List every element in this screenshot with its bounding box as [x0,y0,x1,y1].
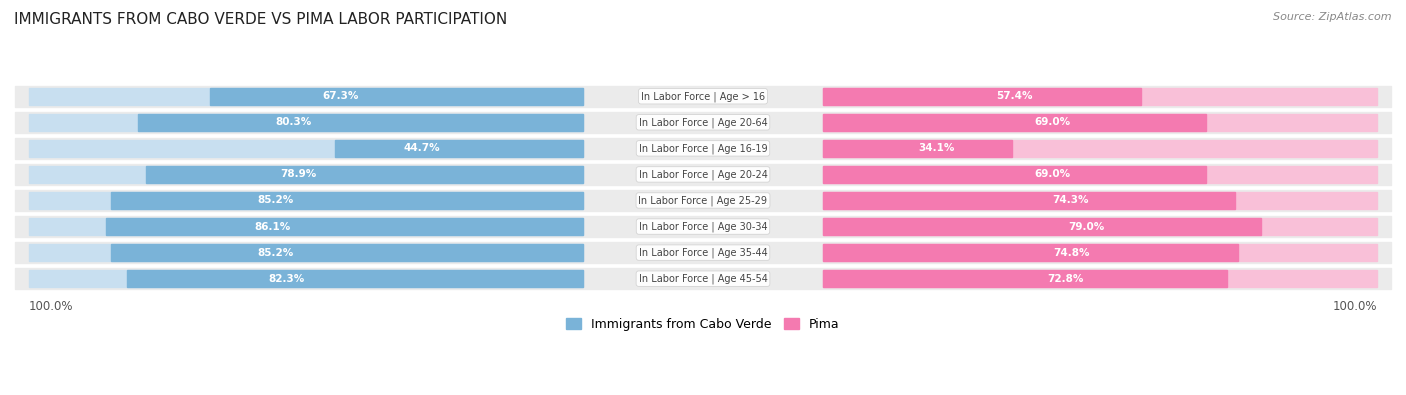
Text: In Labor Force | Age 45-54: In Labor Force | Age 45-54 [638,273,768,284]
Text: 72.8%: 72.8% [1047,274,1084,284]
Bar [15,86,1391,107]
Bar [824,270,1378,287]
Text: 85.2%: 85.2% [257,196,294,205]
Bar [28,244,582,261]
Bar [824,88,1378,105]
Bar [824,244,1378,261]
Bar [824,192,1234,209]
Bar [111,244,582,261]
Bar [15,190,1391,211]
Bar [28,192,582,209]
Bar [824,192,1378,209]
Text: 100.0%: 100.0% [28,299,73,312]
Bar [824,270,1226,287]
Text: 86.1%: 86.1% [254,222,291,231]
Text: In Labor Force | Age 30-34: In Labor Force | Age 30-34 [638,221,768,232]
Bar [824,140,1378,157]
Bar [28,140,582,157]
Text: 74.3%: 74.3% [1052,196,1088,205]
Text: 78.9%: 78.9% [280,169,316,179]
Text: 79.0%: 79.0% [1067,222,1104,231]
Bar [15,268,1391,290]
Text: In Labor Force | Age > 16: In Labor Force | Age > 16 [641,91,765,102]
Text: 34.1%: 34.1% [918,143,955,153]
Bar [824,88,1142,105]
Text: 69.0%: 69.0% [1035,117,1071,127]
Bar [28,114,582,131]
Bar [105,218,582,235]
Bar [28,270,582,287]
Bar [824,140,1012,157]
Text: In Labor Force | Age 20-64: In Labor Force | Age 20-64 [638,117,768,128]
Bar [824,114,1378,131]
Bar [127,270,582,287]
Text: In Labor Force | Age 20-24: In Labor Force | Age 20-24 [638,169,768,180]
Bar [335,140,582,157]
Bar [824,244,1237,261]
Bar [824,218,1378,235]
Text: In Labor Force | Age 35-44: In Labor Force | Age 35-44 [638,247,768,258]
Text: 69.0%: 69.0% [1035,169,1071,179]
Bar [824,218,1261,235]
Bar [28,218,582,235]
Text: 67.3%: 67.3% [322,91,359,101]
Text: 57.4%: 57.4% [995,91,1032,101]
Text: 74.8%: 74.8% [1053,248,1090,258]
Bar [138,114,582,131]
Bar [15,138,1391,159]
Bar [824,166,1205,183]
Text: In Labor Force | Age 16-19: In Labor Force | Age 16-19 [638,143,768,154]
Bar [111,192,582,209]
Bar [28,166,582,183]
Bar [15,164,1391,185]
Legend: Immigrants from Cabo Verde, Pima: Immigrants from Cabo Verde, Pima [561,313,845,336]
Bar [15,216,1391,237]
Bar [824,166,1378,183]
Text: IMMIGRANTS FROM CABO VERDE VS PIMA LABOR PARTICIPATION: IMMIGRANTS FROM CABO VERDE VS PIMA LABOR… [14,12,508,27]
Text: Source: ZipAtlas.com: Source: ZipAtlas.com [1274,12,1392,22]
Text: 85.2%: 85.2% [257,248,294,258]
Bar [209,88,582,105]
Bar [28,88,582,105]
Text: In Labor Force | Age 25-29: In Labor Force | Age 25-29 [638,195,768,206]
Text: 80.3%: 80.3% [276,117,312,127]
Bar [146,166,582,183]
Text: 82.3%: 82.3% [269,274,305,284]
Bar [824,114,1205,131]
Text: 44.7%: 44.7% [404,143,440,153]
Text: 100.0%: 100.0% [1333,299,1378,312]
Bar [15,112,1391,133]
Bar [15,242,1391,263]
